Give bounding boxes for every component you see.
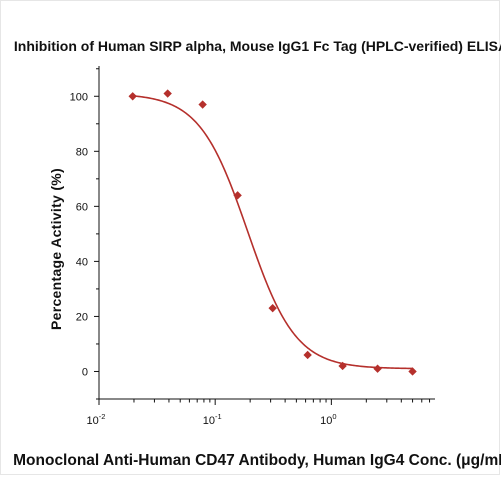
y-tick-label: 60	[76, 201, 88, 213]
plot-area: 0 20 40 60 80 100 10-2 10-1 100	[70, 66, 435, 427]
y-tick-label: 20	[76, 311, 88, 323]
data-point	[128, 92, 137, 101]
data-points	[128, 89, 417, 376]
y-tick-label: 80	[76, 146, 88, 158]
x-axis-ticks: 10-2 10-1 100	[87, 399, 431, 427]
y-tick-label: 40	[76, 256, 88, 268]
y-tick-label: 0	[82, 366, 88, 378]
data-point	[408, 367, 417, 376]
data-point	[373, 364, 382, 373]
x-tick-label: 10-1	[203, 412, 222, 427]
x-tick-label: 100	[320, 412, 336, 427]
data-point	[233, 191, 242, 200]
data-point	[268, 303, 277, 313]
x-tick-label: 10-2	[87, 412, 106, 427]
y-tick-label: 100	[70, 91, 88, 103]
chart-title: Inhibition of Human SIRP alpha, Mouse Ig…	[14, 38, 501, 54]
fit-curve	[132, 95, 413, 370]
data-point	[338, 361, 347, 371]
data-point	[163, 89, 172, 98]
y-axis-label: Percentage Activity (%)	[48, 168, 64, 330]
y-axis-ticks: 0 20 40 60 80 100	[70, 68, 99, 400]
data-point	[303, 350, 312, 360]
x-axis-label: Monoclonal Anti-Human CD47 Antibody, Hum…	[13, 452, 501, 469]
data-point	[198, 100, 207, 109]
